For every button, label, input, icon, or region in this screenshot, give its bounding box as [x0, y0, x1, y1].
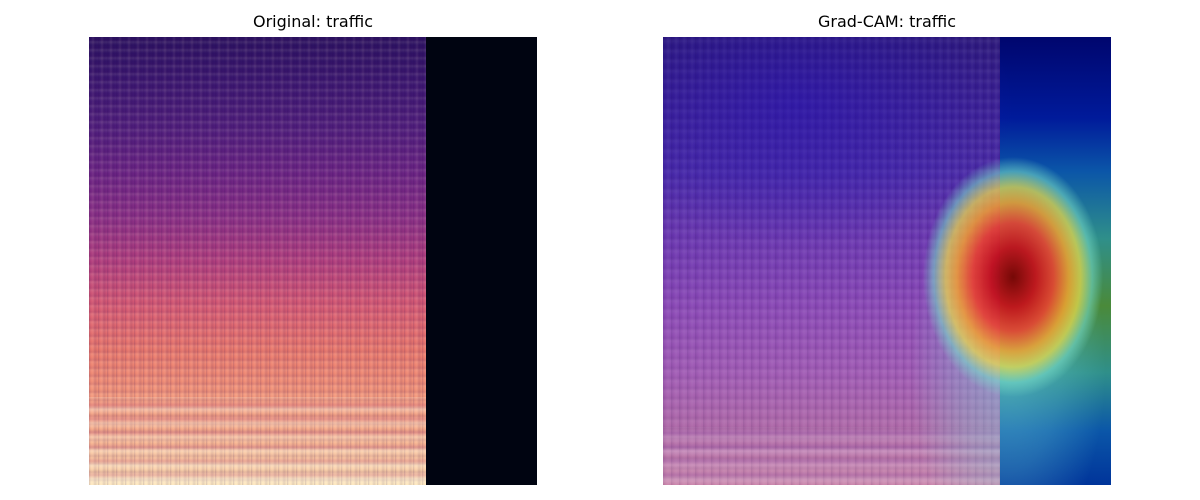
gradcam-heat-hotspot	[663, 37, 1111, 485]
spectrogram-padding	[426, 37, 537, 485]
spectrogram-content	[89, 37, 426, 485]
gradcam-overlay-image	[663, 37, 1111, 485]
spectrogram-texture	[89, 37, 426, 485]
original-panel-title: Original: traffic	[252, 12, 373, 31]
gradcam-base	[663, 37, 1111, 485]
gradcam-panel-title: Grad-CAM: traffic	[817, 12, 957, 31]
original-spectrogram-image	[89, 37, 537, 485]
spectrogram-low-frequency-band	[89, 397, 426, 485]
